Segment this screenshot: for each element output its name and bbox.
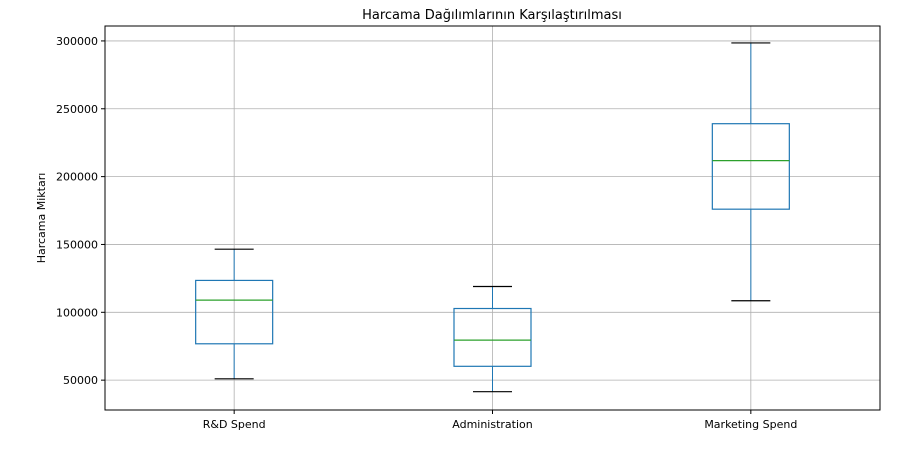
- y-tick-label: 300000: [56, 35, 98, 48]
- iqr-box: [453, 307, 532, 367]
- y-axis-label: Harcama Miktarı: [35, 173, 48, 264]
- x-tick-label: Marketing Spend: [704, 418, 797, 431]
- y-tick-label: 50000: [63, 374, 98, 387]
- tick-layer: 50000 100000 150000 200000 250000 300000 R&D S…: [56, 35, 797, 431]
- box-group: [453, 285, 532, 393]
- y-tick-label: 150000: [56, 238, 98, 251]
- iqr-box: [195, 279, 274, 345]
- x-tick-label: Administration: [452, 418, 533, 431]
- y-tick-label: 250000: [56, 103, 98, 116]
- y-tick-label: 100000: [56, 306, 98, 319]
- grid-layer: [105, 26, 880, 410]
- iqr-box: [711, 123, 790, 210]
- chart-title: Harcama Dağılımlarının Karşılaştırılması: [362, 8, 622, 23]
- box-group: [195, 248, 274, 380]
- box-layer: [195, 42, 790, 393]
- x-tick-label: R&D Spend: [203, 418, 266, 431]
- box-group: [711, 42, 790, 302]
- y-tick-label: 200000: [56, 171, 98, 184]
